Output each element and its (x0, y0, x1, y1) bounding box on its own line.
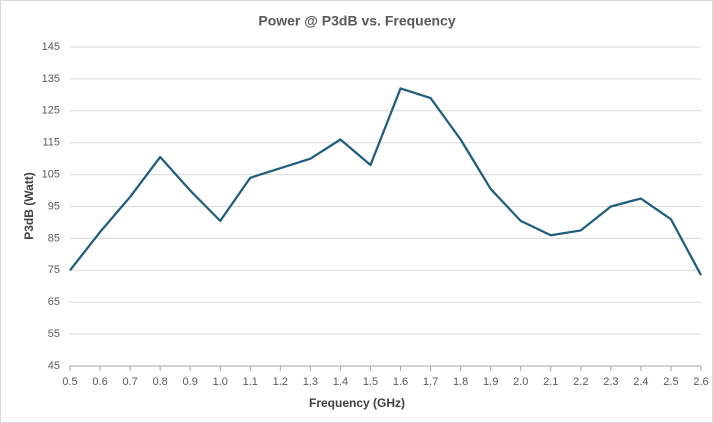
x-tick-label: 2.4 (633, 376, 648, 388)
y-tick-label: 145 (42, 41, 60, 53)
x-tick-label: 1.6 (393, 376, 408, 388)
x-tick-label: 0.7 (122, 376, 137, 388)
x-axis-label: Frequency (GHz) (309, 396, 405, 410)
data-line (69, 87, 702, 276)
chart-title: Power @ P3dB vs. Frequency (258, 13, 455, 29)
x-tick-label: 1.9 (483, 376, 498, 388)
x-tick-label: 1.3 (303, 376, 318, 388)
y-tick-label: 115 (42, 137, 60, 149)
x-tick-label: 2.3 (603, 376, 618, 388)
y-axis-label: P3dB (Watt) (22, 172, 36, 240)
x-tick-label: 0.9 (183, 376, 198, 388)
y-tick-label: 135 (42, 73, 60, 85)
y-tick-label: 105 (42, 169, 60, 181)
x-tick-label: 0.5 (62, 376, 77, 388)
y-tick-label: 55 (48, 328, 60, 340)
x-tick-label: 0.8 (152, 376, 167, 388)
x-tick-label: 2.1 (543, 376, 558, 388)
x-tick-label: 1.8 (453, 376, 468, 388)
x-tick-label: 1.1 (243, 376, 258, 388)
x-tick-label: 0.6 (92, 376, 107, 388)
y-tick-label: 85 (48, 232, 60, 244)
x-tick-label: 2.0 (513, 376, 528, 388)
y-tick-label: 125 (42, 105, 60, 117)
y-tick-label: 95 (48, 200, 60, 212)
y-tick-label: 45 (48, 360, 60, 372)
x-tick-label: 2.6 (693, 376, 708, 388)
x-tick-label: 1.5 (363, 376, 378, 388)
x-tick-label: 2.5 (663, 376, 678, 388)
y-tick-label: 75 (48, 264, 60, 276)
x-tick-label: 1.4 (333, 376, 348, 388)
x-tick-label: 1.0 (213, 376, 228, 388)
y-tick-label: 65 (48, 296, 60, 308)
x-tick-label: 1.2 (273, 376, 288, 388)
x-tick-label: 1.7 (423, 376, 438, 388)
x-tick-label: 2.2 (573, 376, 588, 388)
